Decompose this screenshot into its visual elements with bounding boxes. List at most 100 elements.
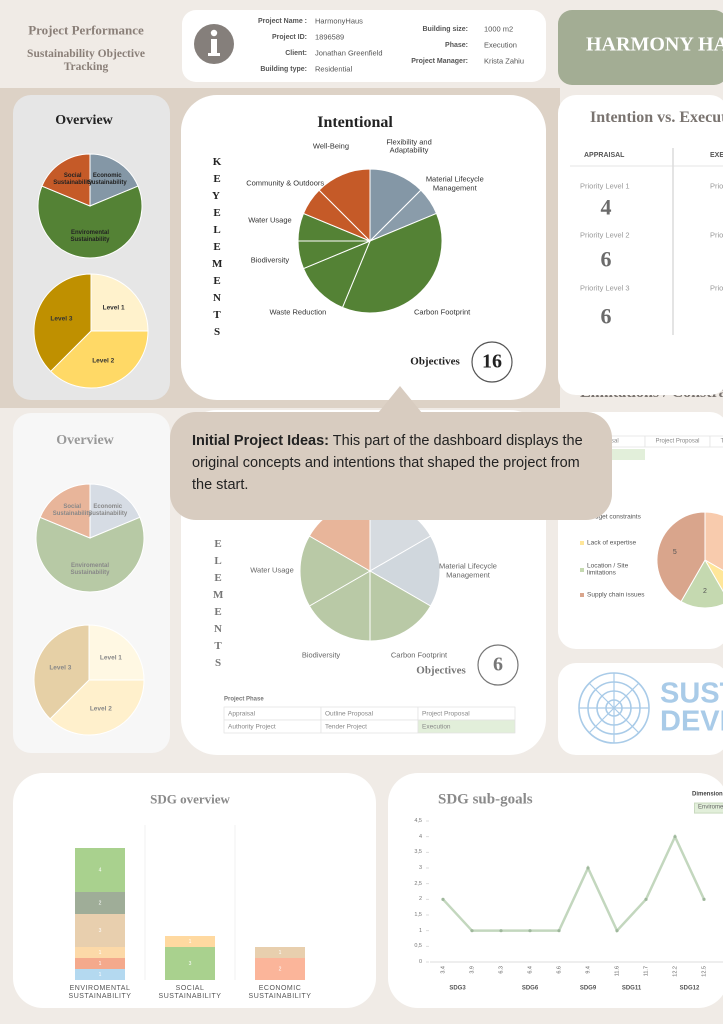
field-value: Krista Zahiu: [484, 56, 525, 66]
legend-swatch: [580, 541, 584, 545]
pie-slice: [33, 624, 90, 720]
overview-panel: Economic Sustainability Enviromental Sust…: [13, 95, 170, 400]
bar-segment: [75, 947, 125, 958]
logo-text: DEVELOPMENT: [660, 705, 723, 738]
slice-label: Community & Outdoors: [246, 179, 325, 189]
row-label: Priority Level 2: [580, 230, 630, 240]
page-subtitle: Sustainability Objective Tracking: [27, 47, 145, 73]
segment-label: 1: [99, 972, 102, 978]
segment-label: 2: [99, 900, 102, 906]
page-title: Project Performance: [28, 22, 144, 38]
segment-label: 1: [99, 950, 102, 956]
tooltip-title: Initial Project Ideas:: [192, 433, 329, 449]
group-label: SDG9: [579, 985, 597, 992]
slice-label: Level 3: [49, 664, 72, 672]
table-cell: [417, 719, 516, 734]
side-label: KEY ELEMENTS: [212, 156, 223, 338]
line: [442, 833, 706, 933]
panel-graphics: [33, 153, 149, 389]
bar-segment: [75, 914, 125, 947]
data-label: 5: [673, 549, 677, 556]
bar-segment: [165, 936, 215, 947]
point: [644, 897, 648, 901]
row-label: Priority Level 3: [580, 283, 630, 293]
sdg-logo-panel: SUSTAINABLEDEVELOPMENT: [558, 663, 723, 755]
segment-label: 1: [189, 939, 192, 945]
slice-label: Enviromental Sustainability: [70, 230, 110, 243]
column-header: APPRAISAL: [584, 151, 625, 159]
pie-slice: [89, 483, 141, 539]
info-icon-bar: [211, 39, 217, 55]
sdg-subgoals-panel: 3.4 3.9 6.3 6.4 6.6 9.4 11.6 11.7 12.2 12.5 SDG su…: [388, 773, 723, 1008]
field-label: Phase:: [445, 41, 468, 49]
field-label: Building size:: [422, 25, 469, 33]
x-tick-label: 3.9: [469, 966, 475, 974]
slice-label: Enviromental Sustainability: [70, 563, 110, 576]
chart-title: Overview: [56, 432, 114, 448]
sdg-overview-panel: 1 1 1 3 2 4 3 1 2 1 SDG overview ENVIROMENTAL SUSTA…: [13, 773, 376, 1008]
bar-segment: [255, 958, 305, 980]
group-label: SDG3: [449, 985, 466, 992]
bar-segment: [75, 969, 125, 980]
point: [499, 929, 503, 933]
y-tick-label: 2: [418, 896, 422, 903]
slice-label: Level 1: [102, 304, 125, 312]
tooltip-text: This part of the dashboard displays the …: [192, 433, 583, 493]
slice-label: Economic Sustainability: [87, 173, 127, 187]
x-tick-label: ECONOMIC SUSTAINABILITY: [248, 984, 312, 1000]
group-label: SDG12: [679, 985, 700, 992]
y-tick-label: 3: [418, 864, 422, 871]
pie-slice: [341, 212, 443, 314]
table-cell-text: Authority Project: [228, 722, 276, 730]
info-icon-dot: [210, 29, 218, 37]
bar-segment: [75, 848, 125, 892]
slice-label: Flexibility and Adaptability: [386, 137, 432, 155]
slice-label: Level 2: [89, 704, 112, 712]
field-value: 1000 m2: [484, 24, 514, 34]
pie-slice: [318, 168, 371, 243]
slice-label: Material Lifecycle Management: [425, 174, 484, 193]
slice-label: Carbon Footprint: [390, 650, 448, 660]
overview-panel-faded: Economic Sustainability Enviromental Sust…: [13, 413, 170, 753]
tooltip-arrow: [378, 386, 422, 413]
y-tick-label: 2,5: [414, 880, 422, 887]
panel-graphics: [578, 672, 650, 744]
intention-panel: Intention vs. Execution APPRAISAL Priority…: [558, 95, 723, 395]
section-title: Intention vs. Execution: [590, 108, 723, 126]
pie-slice: [368, 535, 441, 607]
filter-label: Dimension: [692, 791, 723, 798]
info-icon-base: [208, 53, 220, 56]
x-tick-label: 11.6: [614, 966, 620, 976]
field-value: Jonathan Greenfield: [315, 48, 383, 58]
data-label: 2: [703, 588, 707, 595]
x-tick-label: 6.4: [527, 966, 533, 974]
row-label: Priority Level 3: [710, 283, 723, 293]
legend-label: Location / Site limitations: [587, 562, 629, 577]
legend-swatch: [580, 568, 584, 572]
slice-label: Level 1: [99, 654, 122, 662]
field-value: Residential: [315, 64, 353, 74]
chart-title: SDG sub-goals: [438, 791, 533, 808]
y-tick-label: 4,5: [414, 817, 422, 824]
legend-label: Budget constraints: [587, 513, 641, 521]
group-label: SDG6: [521, 985, 539, 992]
pie-slice: [308, 570, 371, 642]
pie-slice: [35, 516, 145, 593]
slice-label: Level 2: [92, 356, 115, 364]
slice-label: Level 3: [50, 315, 73, 323]
banner-text: HARMONY HAUS: [586, 33, 723, 56]
intentional-panel: Flexibility and Adaptability Material Lif…: [181, 95, 546, 400]
x-tick-label: 3.4: [440, 966, 446, 974]
table-title: Project Phase: [224, 696, 264, 703]
point: [586, 866, 590, 870]
tooltip: Initial Project Ideas: This part of the …: [170, 412, 612, 520]
group-label: SDG11: [621, 985, 642, 992]
pie-slice: [33, 273, 92, 373]
y-tick-label: 0,5: [414, 943, 422, 950]
field-label: Building type:: [260, 65, 307, 73]
pie-slice: [39, 483, 91, 539]
y-tick-label: 4: [418, 833, 422, 840]
segment-label: 3: [99, 928, 102, 934]
x-tick-label: 11.7: [643, 966, 649, 976]
